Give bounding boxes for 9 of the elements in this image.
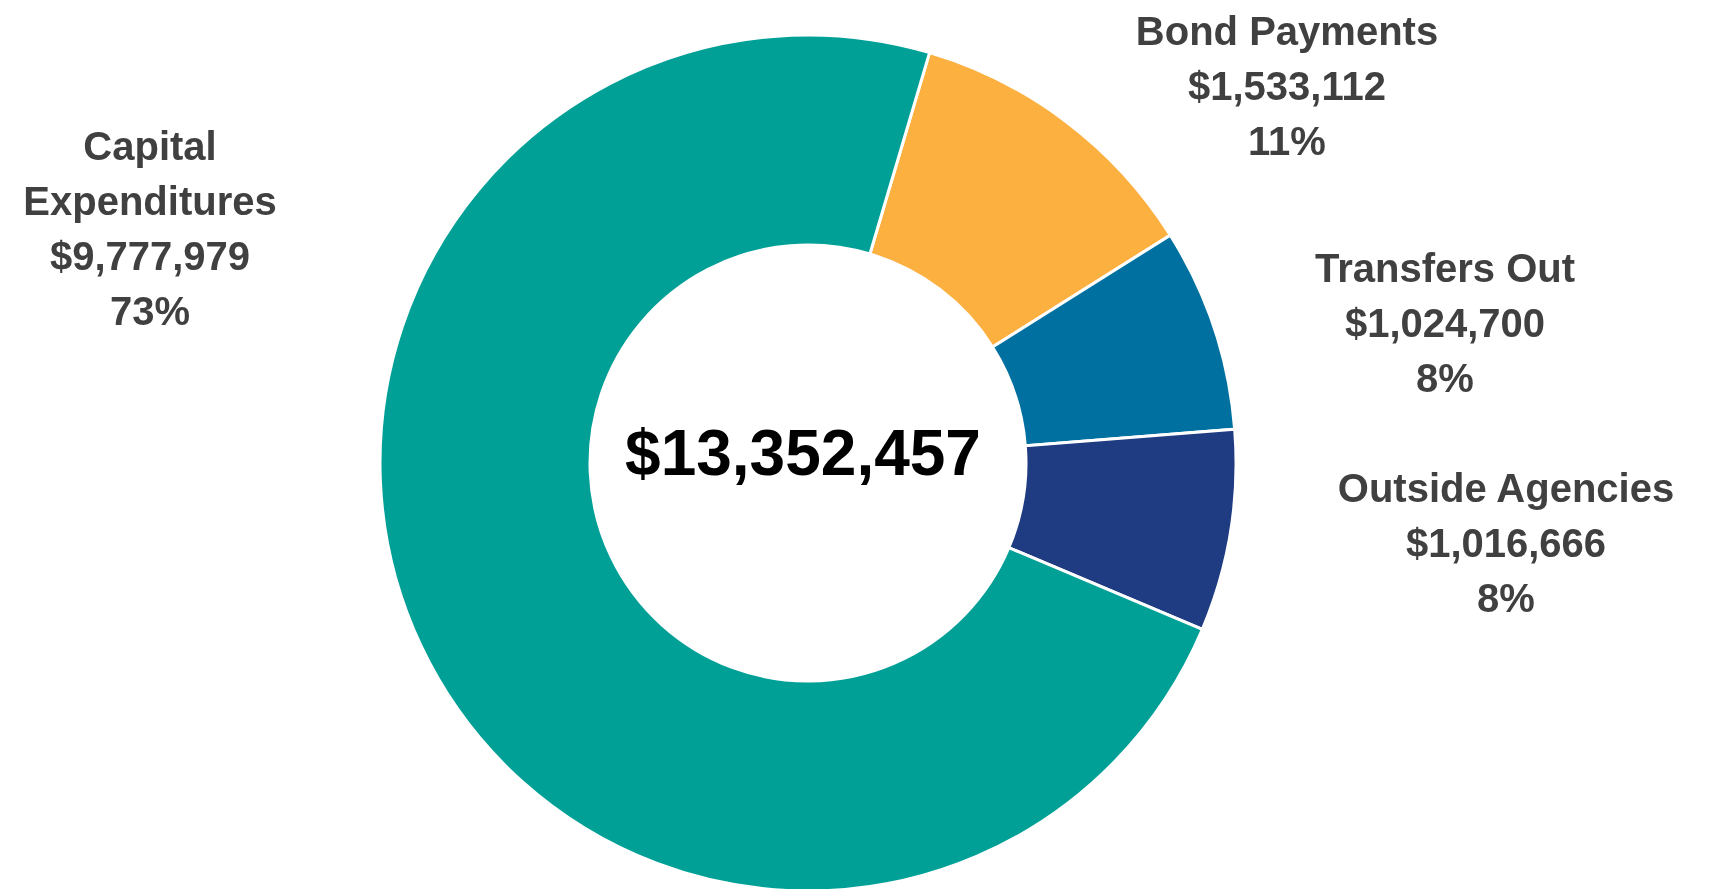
data-label: $1,024,700 8% xyxy=(1344,301,1546,400)
text: $13,352,457 xyxy=(624,416,982,491)
data-label: $1,016,666 8% xyxy=(1405,521,1607,620)
slice-label: Capital Expenditures xyxy=(23,124,277,223)
slice-label: Outside Agencies xyxy=(1337,466,1675,510)
slice-label: Transfers Out xyxy=(1314,246,1576,290)
data-label: $1,533,112 11% xyxy=(1188,64,1386,163)
data-label: $9,777,979 73% xyxy=(49,234,251,333)
slice-label: Bond Payments xyxy=(1135,9,1439,53)
